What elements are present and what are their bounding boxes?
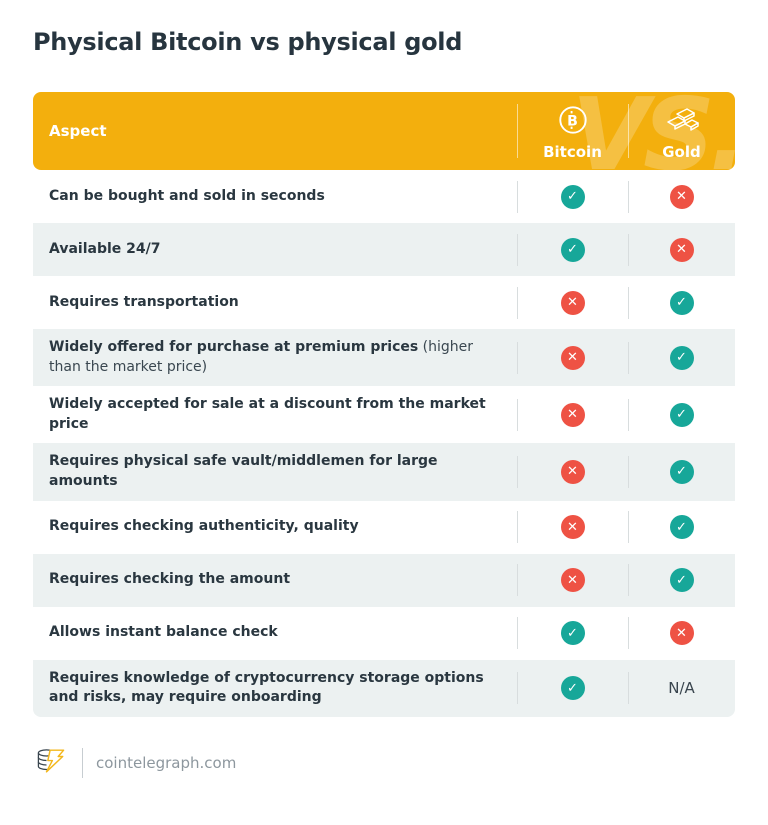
check-icon: ✓ [669, 402, 694, 427]
bitcoin-cell: ✕ [517, 276, 628, 329]
cross-icon: ✕ [669, 237, 694, 262]
gold-cell: ✕ [628, 607, 735, 660]
check-icon: ✓ [560, 184, 585, 209]
na-label: N/A [668, 679, 695, 698]
table-row: Requires checking the amount ✕ ✓ [33, 553, 735, 607]
aspect-cell: Can be bought and sold in seconds [33, 170, 517, 223]
table-row: Requires knowledge of cryptocurrency sto… [33, 659, 735, 717]
cointelegraph-coin-stack-lightning-icon [33, 743, 69, 783]
gold-cell: ✓ [628, 554, 735, 607]
cross-icon: ✕ [560, 459, 585, 484]
aspect-text: Widely accepted for sale at a discount f… [49, 396, 486, 432]
bitcoin-cell: ✓ [517, 607, 628, 660]
gold-cell: ✓ [628, 443, 735, 500]
bitcoin-cell: ✓ [517, 223, 628, 276]
gold-cell: ✓ [628, 501, 735, 554]
aspect-cell: Requires checking the amount [33, 554, 517, 607]
aspect-header-cell: Aspect [33, 92, 517, 170]
footer-divider [82, 747, 83, 778]
comparison-table: VS. Aspect B Bitcoin [33, 92, 735, 717]
footer: cointelegraph.com [33, 743, 735, 783]
gold-header-label: Gold [662, 143, 701, 161]
table-row: Requires transportation ✕ ✓ [33, 276, 735, 329]
aspect-cell: Requires transportation [33, 276, 517, 329]
gold-cell: ✕ [628, 223, 735, 276]
bitcoin-header-label: Bitcoin [543, 143, 602, 161]
gold-cell: ✕ [628, 170, 735, 223]
cross-icon: ✕ [560, 290, 585, 315]
aspect-cell: Requires knowledge of cryptocurrency sto… [33, 660, 517, 717]
cross-icon: ✕ [560, 515, 585, 540]
table-row: Can be bought and sold in seconds ✓ ✕ [33, 170, 735, 223]
aspect-text: Requires checking authenticity, quality [49, 518, 359, 535]
aspect-cell: Requires checking authenticity, quality [33, 501, 517, 554]
table-row: Requires checking authenticity, quality … [33, 500, 735, 554]
aspect-cell: Requires physical safe vault/middlemen f… [33, 443, 517, 500]
gold-cell: ✓ [628, 329, 735, 386]
table-row: Available 24/7 ✓ ✕ [33, 223, 735, 276]
aspect-cell: Allows instant balance check [33, 607, 517, 660]
cross-icon: ✕ [669, 184, 694, 209]
aspect-text: Available 24/7 [49, 240, 161, 257]
bitcoin-cell: ✕ [517, 554, 628, 607]
aspect-text: Requires transportation [49, 293, 239, 310]
aspect-text: Requires physical safe vault/middlemen f… [49, 453, 438, 489]
gold-header-cell: Gold [628, 92, 735, 170]
aspect-text: Can be bought and sold in seconds [49, 187, 325, 204]
check-icon: ✓ [560, 237, 585, 262]
check-icon: ✓ [669, 568, 694, 593]
check-icon: ✓ [560, 676, 585, 701]
table-body: Can be bought and sold in seconds ✓ ✕ Av… [33, 170, 735, 717]
cross-icon: ✕ [560, 345, 585, 370]
svg-text:B: B [567, 114, 578, 130]
table-row: Requires physical safe vault/middlemen f… [33, 443, 735, 501]
gold-cell: ✓ [628, 276, 735, 329]
aspect-text: Allows instant balance check [49, 624, 278, 641]
gold-bars-icon [663, 106, 701, 140]
aspect-text: Requires checking the amount [49, 571, 291, 588]
gold-cell: ✓ [628, 386, 735, 443]
cross-icon: ✕ [560, 402, 585, 427]
check-icon: ✓ [669, 290, 694, 315]
table-header: VS. Aspect B Bitcoin [33, 92, 735, 170]
cross-icon: ✕ [669, 621, 694, 646]
check-icon: ✓ [669, 515, 694, 540]
table-row: Widely accepted for sale at a discount f… [33, 386, 735, 444]
footer-site-label: cointelegraph.com [96, 753, 237, 772]
vs-watermark: VS. [571, 92, 735, 170]
check-icon: ✓ [669, 459, 694, 484]
aspect-text: Widely offered for purchase at premium p… [49, 339, 419, 355]
page-title: Physical Bitcoin vs physical gold [33, 28, 463, 56]
table-row: Allows instant balance check ✓ ✕ [33, 606, 735, 660]
cross-icon: ✕ [560, 568, 585, 593]
aspect-cell: Widely offered for purchase at premium p… [33, 329, 517, 386]
gold-cell: N/A [628, 660, 735, 717]
check-icon: ✓ [560, 621, 585, 646]
bitcoin-cell: ✕ [517, 329, 628, 386]
aspect-note: (higher than the market price) [49, 339, 474, 375]
table-row: Widely offered for purchase at premium p… [33, 329, 735, 387]
bitcoin-cell: ✓ [517, 660, 628, 717]
bitcoin-coin-icon: B [557, 104, 589, 140]
bitcoin-cell: ✕ [517, 443, 628, 500]
check-icon: ✓ [669, 345, 694, 370]
aspect-cell: Available 24/7 [33, 223, 517, 276]
bitcoin-cell: ✕ [517, 501, 628, 554]
bitcoin-header-cell: B Bitcoin [517, 92, 628, 170]
aspect-cell: Widely accepted for sale at a discount f… [33, 386, 517, 443]
aspect-text: Requires knowledge of cryptocurrency sto… [49, 669, 484, 706]
aspect-header-label: Aspect [49, 122, 107, 140]
bitcoin-cell: ✕ [517, 386, 628, 443]
bitcoin-cell: ✓ [517, 170, 628, 223]
